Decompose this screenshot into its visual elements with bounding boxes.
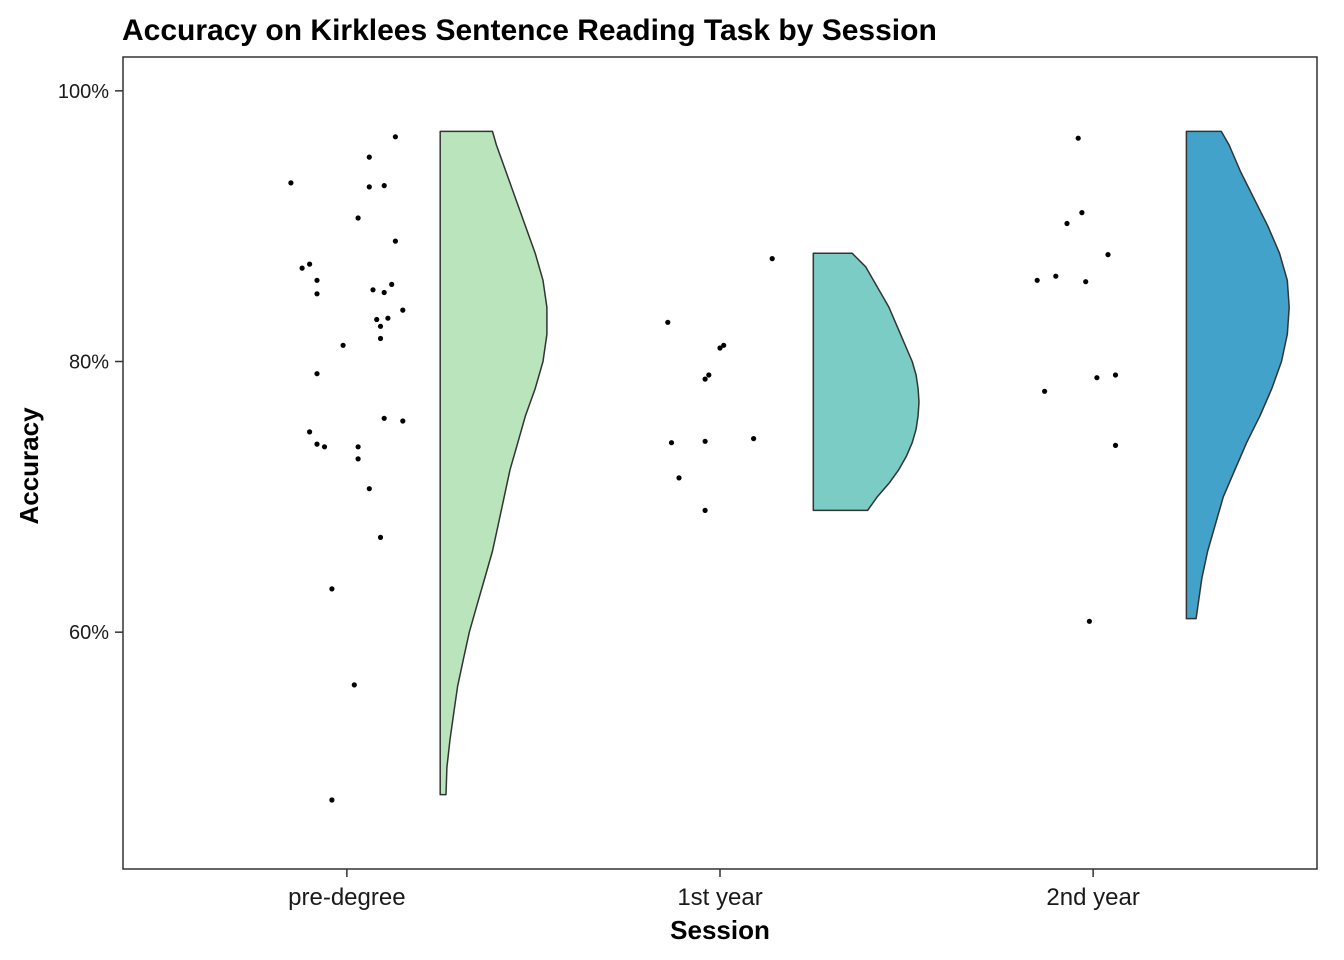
y-axis-title: Accuracy	[14, 407, 44, 525]
data-point	[1112, 442, 1119, 448]
data-point	[769, 256, 775, 262]
data-point	[1083, 279, 1089, 285]
data-point	[1042, 388, 1048, 394]
data-point	[665, 319, 671, 325]
data-point	[355, 456, 361, 462]
data-point	[329, 586, 335, 592]
data-point	[389, 281, 395, 287]
data-point	[314, 291, 320, 297]
x-tick-label: 2nd year	[1046, 884, 1139, 911]
x-tick-label: pre-degree	[288, 884, 405, 911]
data-point	[314, 277, 320, 283]
data-point	[355, 215, 361, 221]
data-point	[377, 335, 384, 342]
data-point	[314, 441, 320, 447]
data-point	[366, 184, 372, 190]
data-point	[1105, 252, 1111, 258]
y-tick-label: 60%	[69, 622, 109, 644]
points-layer	[288, 134, 1119, 803]
violin-2	[812, 252, 920, 512]
data-point	[340, 342, 346, 348]
data-point	[721, 342, 727, 348]
data-point	[385, 315, 391, 321]
data-point	[1064, 220, 1070, 227]
data-point	[400, 418, 406, 424]
x-axis: pre-degree 1st year 2nd year	[288, 869, 1140, 911]
data-point	[392, 134, 398, 140]
data-point	[355, 444, 361, 450]
data-point	[751, 436, 757, 442]
data-point	[366, 486, 372, 492]
y-axis: 60% 80% 100%	[58, 81, 123, 644]
violin-1	[439, 130, 548, 796]
data-point	[370, 287, 376, 293]
data-point	[381, 183, 387, 189]
chart-title: Accuracy on Kirklees Sentence Reading Ta…	[122, 14, 937, 47]
data-point	[307, 429, 313, 435]
data-point	[717, 345, 723, 351]
data-point	[1053, 273, 1059, 279]
data-point	[381, 289, 387, 296]
data-point	[1094, 375, 1100, 381]
data-point	[299, 265, 305, 271]
violin-layer	[439, 130, 1290, 796]
data-point	[1075, 135, 1081, 141]
data-point	[1034, 277, 1040, 283]
data-point	[307, 261, 313, 267]
data-point	[351, 682, 357, 688]
data-point	[321, 444, 328, 450]
data-point	[377, 534, 384, 541]
data-point	[288, 180, 294, 186]
data-point	[329, 797, 335, 803]
data-point	[1112, 372, 1119, 378]
data-point	[377, 323, 384, 329]
data-point	[706, 372, 712, 378]
data-point	[702, 376, 708, 382]
data-point	[314, 371, 320, 377]
data-point	[702, 507, 708, 513]
x-tick-label: 1st year	[677, 884, 762, 911]
data-point	[381, 415, 387, 421]
y-tick-label: 80%	[69, 352, 109, 374]
data-point	[668, 440, 675, 446]
data-point	[366, 154, 372, 160]
x-axis-title: Session	[670, 915, 770, 945]
data-point	[1086, 618, 1092, 624]
violin-3	[1185, 130, 1290, 620]
data-point	[374, 316, 380, 323]
data-point	[702, 438, 708, 444]
y-tick-label: 100%	[58, 81, 109, 103]
data-point	[1079, 210, 1085, 216]
data-point	[400, 307, 406, 313]
data-point	[676, 475, 682, 481]
data-point	[392, 238, 398, 244]
